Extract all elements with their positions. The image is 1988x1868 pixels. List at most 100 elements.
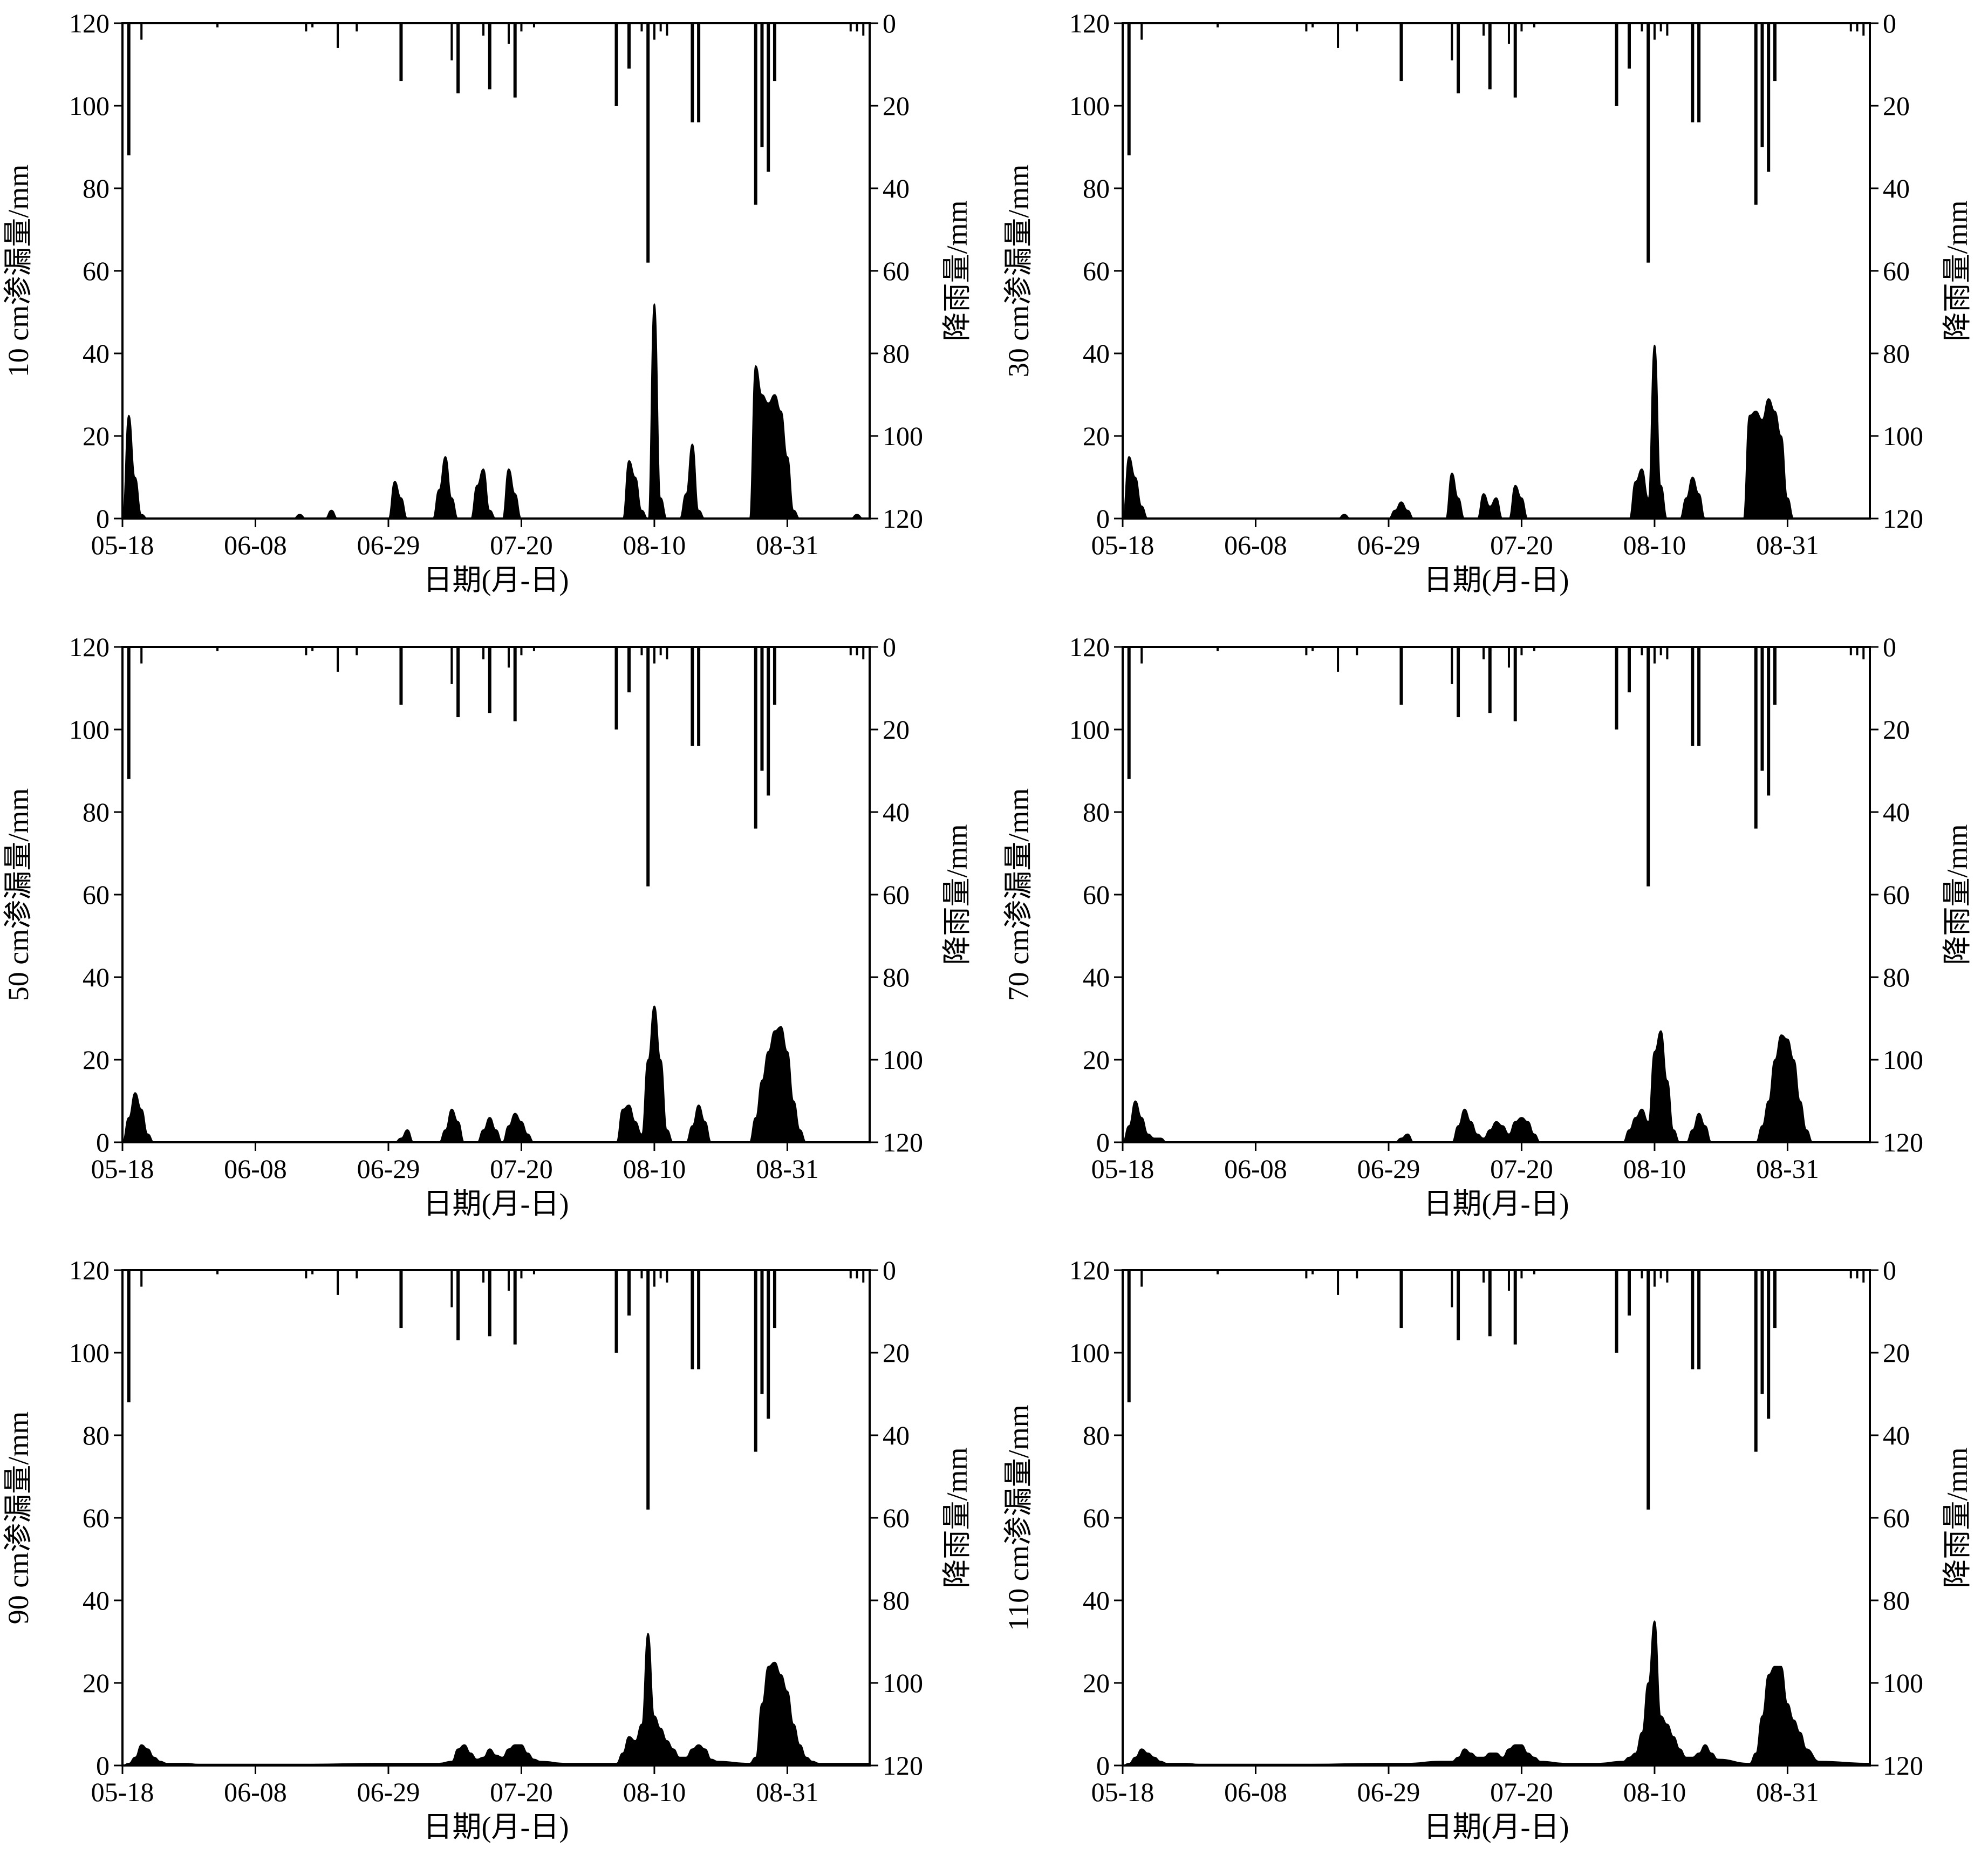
rainfall-bar xyxy=(849,23,852,32)
rainfall-bar xyxy=(1754,647,1758,829)
plot-frame xyxy=(1122,646,1871,1143)
rainfall-bar xyxy=(520,1270,523,1279)
rainfall-bar xyxy=(513,647,517,721)
right-y-tick-label: 60 xyxy=(883,1503,910,1533)
rainfall-bar xyxy=(1127,647,1131,779)
rainfall-bar xyxy=(653,23,655,40)
rainfall-bar xyxy=(513,23,517,98)
rainfall-bar xyxy=(1697,647,1701,746)
rainfall-bar xyxy=(1659,23,1662,32)
rainfall-bar xyxy=(640,23,643,32)
rainfall-bar xyxy=(862,647,865,659)
right-y-tick-label: 20 xyxy=(1883,91,1910,121)
right-y-tick-label: 80 xyxy=(1883,962,1910,992)
rainfall-bar xyxy=(311,1270,314,1274)
rainfall-bar xyxy=(614,23,618,106)
rainfall-bar xyxy=(1140,647,1143,664)
left-y-tick-label: 80 xyxy=(83,1420,110,1450)
rainfall-bar xyxy=(1457,1270,1460,1341)
rainfall-bar xyxy=(1305,1270,1308,1279)
rainfall-bar xyxy=(614,1270,618,1353)
rainfall-bar xyxy=(399,647,403,705)
x-tick-label: 08-10 xyxy=(623,1777,686,1807)
x-tick-label: 07-20 xyxy=(1490,1154,1553,1184)
right-y-tick-label: 40 xyxy=(883,173,910,203)
x-tick-label: 06-08 xyxy=(224,1777,287,1807)
rainfall-bar xyxy=(482,1270,485,1283)
x-axis-title: 日期(月-日) xyxy=(1424,564,1569,596)
left-y-tick-label: 100 xyxy=(69,1338,110,1368)
left-y-tick-label: 20 xyxy=(83,421,110,451)
rainfall-bar xyxy=(1641,1270,1643,1279)
right-y-tick-label: 40 xyxy=(883,797,910,827)
x-tick-label: 08-10 xyxy=(623,530,686,560)
x-tick-label: 05-18 xyxy=(91,1777,154,1807)
right-y-tick-label: 80 xyxy=(883,1585,910,1615)
rainfall-bar xyxy=(1305,647,1308,656)
rainfall-bar xyxy=(532,647,535,651)
right-y-tick-label: 80 xyxy=(1883,1585,1910,1615)
left-y-tick-label: 60 xyxy=(83,256,110,286)
right-y-axis-title: 降雨量/mm xyxy=(1941,1447,1973,1588)
percolation-area xyxy=(1122,1030,1813,1143)
rainfall-bar xyxy=(849,1270,852,1279)
left-y-tick-label: 80 xyxy=(83,173,110,203)
rainfall-bar xyxy=(697,23,701,122)
left-y-tick-label: 100 xyxy=(69,714,110,745)
left-y-axis-title: 10 cm渗漏量/mm xyxy=(2,165,35,377)
rainfall-bar xyxy=(1647,647,1650,887)
left-y-axis-title: 50 cm渗漏量/mm xyxy=(2,788,35,1001)
left-y-tick-label: 40 xyxy=(83,962,110,992)
left-y-tick-label: 120 xyxy=(1069,8,1110,38)
rainfall-bar xyxy=(1862,1270,1865,1283)
rainfall-bar xyxy=(1773,647,1777,705)
rainfall-bar xyxy=(1773,1270,1777,1328)
rainfall-bar xyxy=(856,1270,858,1279)
left-y-tick-label: 20 xyxy=(1083,1045,1110,1075)
rainfall-bar xyxy=(1666,23,1669,36)
rainfall-bar xyxy=(1691,23,1695,122)
rainfall-bar xyxy=(1641,23,1643,32)
rainfall-bar xyxy=(1451,1270,1453,1307)
left-y-tick-label: 0 xyxy=(96,1750,110,1781)
x-tick-label: 08-10 xyxy=(1623,1154,1686,1184)
right-y-tick-label: 40 xyxy=(1883,173,1910,203)
x-tick-label: 06-08 xyxy=(1224,1777,1287,1807)
rainfall-bar xyxy=(697,647,701,746)
rainfall-bar xyxy=(1356,23,1358,32)
rainfall-bar xyxy=(532,23,535,28)
right-y-axis-title: 降雨量/mm xyxy=(1941,824,1973,965)
rainfall-bar xyxy=(1399,647,1403,705)
rainfall-bar xyxy=(1691,1270,1695,1369)
x-tick-label: 06-29 xyxy=(1357,1777,1420,1807)
right-y-tick-label: 40 xyxy=(1883,1420,1910,1450)
x-tick-label: 06-29 xyxy=(357,1777,420,1807)
x-tick-label: 06-29 xyxy=(357,1154,420,1184)
rainfall-bar xyxy=(140,647,143,664)
rainfall-bar xyxy=(1760,1270,1764,1394)
rainfall-bar xyxy=(653,647,655,664)
rainfall-bar xyxy=(1862,647,1865,659)
right-y-axis-title: 降雨量/mm xyxy=(941,824,973,965)
left-y-tick-label: 0 xyxy=(96,503,110,534)
plot-frame xyxy=(121,646,871,1143)
rainfall-bar xyxy=(646,647,650,887)
x-tick-label: 06-08 xyxy=(1224,1154,1287,1184)
rainfall-bar xyxy=(614,647,618,730)
rainfall-bar xyxy=(1767,647,1771,796)
left-y-tick-label: 120 xyxy=(1069,632,1110,662)
rainfall-bar xyxy=(1513,23,1517,98)
rainfall-bar xyxy=(646,1270,650,1510)
rainfall-bar xyxy=(513,1270,517,1345)
rainfall-bar xyxy=(1488,1270,1492,1337)
right-y-axis-title: 降雨量/mm xyxy=(941,200,973,341)
left-y-axis-title: 110 cm渗漏量/mm xyxy=(1002,1405,1035,1631)
rainfall-bar xyxy=(1488,23,1492,90)
rainfall-bar xyxy=(1305,23,1308,32)
left-y-tick-label: 80 xyxy=(1083,173,1110,203)
rainfall-bar xyxy=(856,647,858,656)
right-y-tick-label: 120 xyxy=(1883,1750,1923,1781)
right-y-tick-label: 100 xyxy=(883,421,923,451)
rainfall-bar xyxy=(849,647,852,656)
rainfall-bar xyxy=(140,1270,143,1287)
